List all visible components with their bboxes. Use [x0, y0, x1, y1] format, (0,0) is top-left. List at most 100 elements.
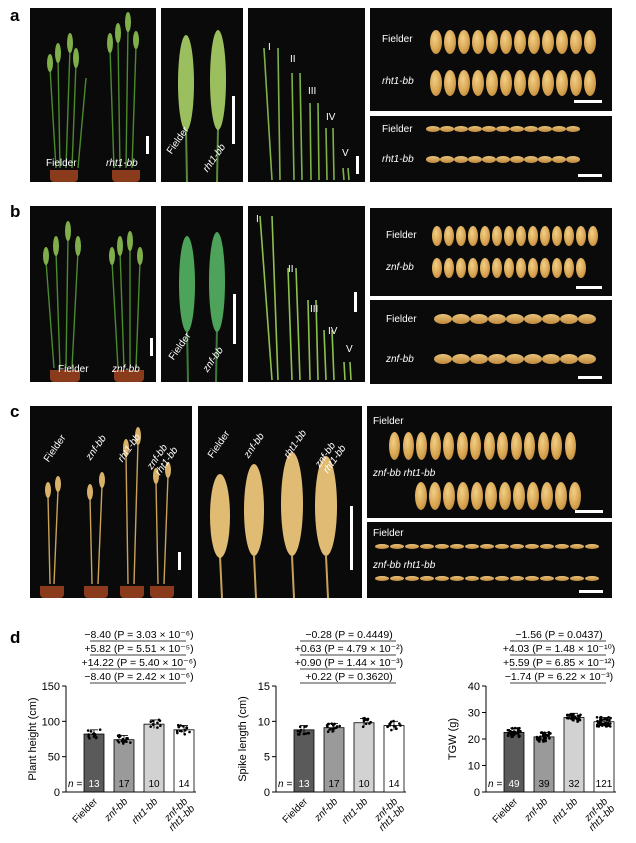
comparison-annotation: +5.82 (P = 5.51 × 10⁻⁵) [84, 643, 193, 655]
grain [570, 70, 582, 96]
grain [566, 126, 580, 132]
grain [564, 432, 576, 460]
grain [540, 226, 550, 246]
grain-label-fielder: Fielder [386, 314, 417, 325]
data-point [175, 729, 179, 733]
grain [496, 126, 510, 132]
grain [500, 70, 512, 96]
n-value-label: 14 [388, 779, 400, 790]
grain [510, 544, 524, 549]
grain [426, 126, 440, 132]
grain [440, 126, 454, 132]
grain [576, 226, 586, 246]
data-point [509, 730, 513, 733]
grain [506, 314, 524, 324]
internode-label-iv: IV [328, 326, 338, 337]
data-point [92, 735, 96, 738]
grain [443, 432, 454, 460]
grain [540, 544, 554, 549]
grain [555, 482, 567, 510]
data-point [519, 730, 522, 733]
data-point [362, 719, 366, 723]
data-point [183, 728, 187, 732]
grain-label-fielder: Fielder [373, 528, 404, 539]
comparison-annotation: +0.63 (P = 4.79 × 10⁻²) [295, 643, 403, 655]
grain [480, 258, 490, 278]
grain [443, 482, 455, 510]
data-point [542, 740, 545, 743]
grain [468, 258, 478, 278]
grain [499, 482, 511, 510]
n-prefix-label: n = [488, 779, 502, 790]
pot [114, 370, 144, 382]
grain [444, 70, 456, 96]
x-category-label: znf-bb [522, 796, 550, 824]
data-point [306, 731, 310, 735]
data-point [178, 729, 182, 733]
data-point [390, 728, 393, 732]
data-point [183, 732, 187, 736]
grain [495, 544, 509, 549]
grain [450, 576, 464, 581]
grain [524, 156, 538, 163]
x-category-label: znf-bb [312, 796, 340, 824]
grain [457, 482, 469, 510]
grain [429, 482, 441, 510]
data-point [545, 733, 548, 737]
grain [456, 432, 468, 460]
data-point [326, 725, 329, 729]
internodes-illustration [259, 215, 352, 381]
comparison-annotation: −1.56 (P = 0.0437) [515, 629, 602, 641]
internode-label-ii: II [288, 264, 294, 275]
data-point [608, 722, 612, 725]
comparison-annotation: −8.40 (P = 3.03 × 10⁻⁶) [84, 629, 193, 641]
grain [432, 258, 442, 278]
comparison-annotation: +0.90 (P = 1.44 × 10⁻³) [295, 657, 403, 669]
grain [556, 70, 568, 96]
y-tick-label: 150 [42, 681, 60, 693]
data-point [399, 724, 402, 727]
grain [480, 226, 490, 246]
grain [468, 126, 482, 132]
data-point [547, 733, 551, 736]
grain [390, 544, 404, 549]
data-point [513, 726, 517, 730]
grain [470, 314, 488, 324]
comparison-annotation: −0.28 (P = 0.4449) [305, 629, 392, 641]
y-tick-label: 50 [48, 752, 60, 764]
data-point [600, 718, 604, 722]
y-tick-label: 20 [468, 734, 480, 746]
grain [485, 482, 497, 510]
spikes-illustration [179, 232, 225, 382]
data-point [565, 713, 569, 717]
data-point [369, 720, 372, 724]
grain [525, 576, 539, 581]
row-b-grains-bottom-photo: Fielder znf-bb [370, 300, 612, 384]
data-point [607, 715, 610, 719]
row-c-plants-photo: Fielder znf-bb rht1-bb znf-bb rht1-bb [30, 406, 192, 598]
grain [375, 576, 389, 581]
row-c-grains-bottom-photo: Fielder znf-bb rht1-bb [367, 522, 612, 598]
grain [538, 126, 552, 132]
grain [504, 226, 514, 246]
data-point [89, 730, 93, 733]
internode-label-iv: IV [326, 112, 336, 123]
data-point [333, 722, 336, 726]
data-point [364, 722, 368, 726]
grain [486, 70, 498, 96]
data-point [603, 722, 607, 725]
data-point [185, 726, 189, 730]
grain [570, 544, 584, 549]
y-axis-label: TGW (g) [447, 718, 459, 760]
scale-bar [356, 156, 359, 174]
comparison-annotation: −1.74 (P = 6.22 × 10⁻³) [505, 671, 613, 683]
pot [40, 586, 64, 598]
data-point [537, 737, 540, 740]
data-point [392, 719, 395, 723]
data-point [95, 735, 98, 739]
data-point [575, 717, 579, 721]
grain [525, 544, 539, 549]
comparison-annotation: +5.59 (P = 6.85 × 10⁻¹²) [503, 657, 615, 669]
grain [389, 432, 400, 460]
